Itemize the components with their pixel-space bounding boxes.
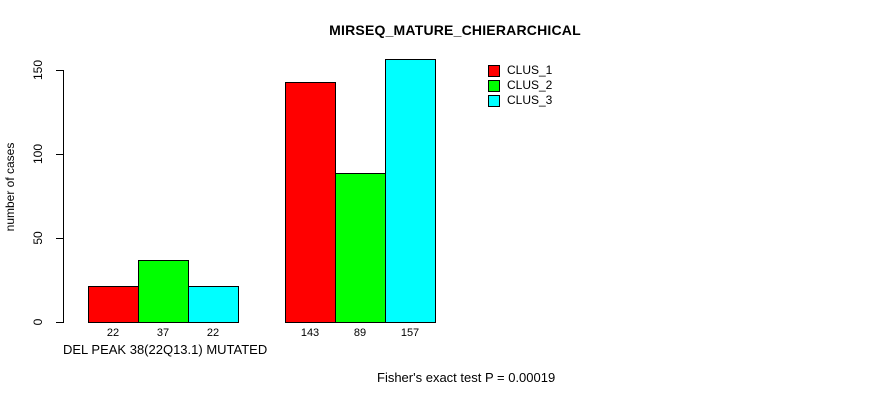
legend-label-clus_2: CLUS_2 xyxy=(507,78,553,92)
y-tick-100 xyxy=(56,154,63,155)
bar-clus_1-group2 xyxy=(285,82,336,323)
legend-row-clus_3: CLUS_3 xyxy=(488,93,552,108)
y-tick-label-150: 150 xyxy=(31,59,45,81)
legend-label-clus_1: CLUS_1 xyxy=(507,63,553,77)
legend: CLUS_1 CLUS_2 CLUS_3 xyxy=(488,63,552,108)
bar-clus_2-group2 xyxy=(335,173,386,323)
chart-title: MIRSEQ_MATURE_CHIERARCHICAL xyxy=(329,22,581,38)
y-tick-0 xyxy=(56,322,63,323)
bar-value-label-clus_1-group1: 22 xyxy=(106,327,120,339)
legend-swatch-clus_2 xyxy=(488,79,500,92)
bar-value-label-clus_1-group2: 143 xyxy=(300,327,320,339)
y-tick-label-0: 0 xyxy=(31,318,45,326)
bar-clus_1-group1 xyxy=(88,286,139,323)
y-tick-label-50: 50 xyxy=(31,231,45,245)
bar-clus_2-group1 xyxy=(138,260,189,323)
y-tick-50 xyxy=(56,238,63,239)
y-tick-150 xyxy=(56,70,63,71)
legend-row-clus_1: CLUS_1 xyxy=(488,63,552,78)
legend-label-clus_3: CLUS_3 xyxy=(507,93,553,107)
bar-value-label-clus_2-group2: 89 xyxy=(353,327,367,339)
legend-row-clus_2: CLUS_2 xyxy=(488,78,552,93)
bar-value-label-clus_3-group1: 22 xyxy=(206,327,220,339)
bar-value-label-clus_3-group2: 157 xyxy=(400,327,420,339)
legend-swatch-clus_3 xyxy=(488,94,500,107)
fisher-test-annotation: Fisher's exact test P = 0.00019 xyxy=(377,370,556,385)
legend-swatch-clus_1 xyxy=(488,64,500,77)
x-category-label: DEL PEAK 38(22Q13.1) MUTATED xyxy=(63,342,268,357)
bar-clus_3-group1 xyxy=(188,286,239,323)
y-axis-title: number of cases xyxy=(3,142,17,232)
y-axis-line xyxy=(63,70,64,323)
bar-clus_3-group2 xyxy=(385,59,436,323)
bar-value-label-clus_2-group1: 37 xyxy=(156,327,170,339)
y-tick-label-100: 100 xyxy=(31,143,45,165)
